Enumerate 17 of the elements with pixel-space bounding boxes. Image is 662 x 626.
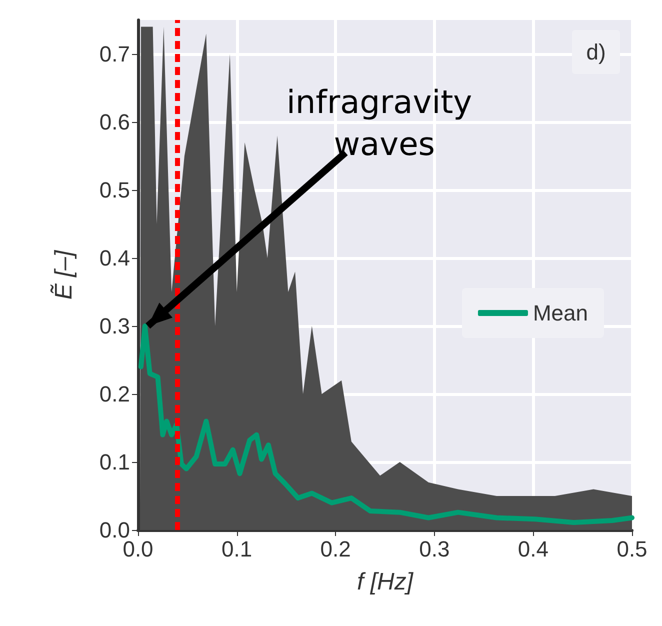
x-tick-label: 0.5 <box>616 536 648 562</box>
legend-label: Mean <box>532 300 588 326</box>
y-tick-label: 0.6 <box>99 110 130 134</box>
x-axis-title: f [Hz] <box>356 568 414 596</box>
x-tick-label: 0.4 <box>518 536 548 562</box>
y-tick-label: 0.2 <box>99 382 130 406</box>
annotation: d) <box>586 40 606 64</box>
x-tick-label: 0.2 <box>320 536 351 562</box>
y-tick-label: 0.5 <box>99 178 130 202</box>
y-axis-title: Ẽ [–] <box>50 248 78 300</box>
annotation: infragravity waves <box>286 82 472 163</box>
y-tick-label: 0.1 <box>99 450 130 474</box>
x-tick-label: 0.1 <box>222 536 252 562</box>
y-tick-label: 0.4 <box>99 246 130 270</box>
y-tick-label: 0.3 <box>99 314 130 338</box>
y-tick-label: 0.7 <box>99 42 130 66</box>
x-tick-label: 0.3 <box>419 536 450 562</box>
